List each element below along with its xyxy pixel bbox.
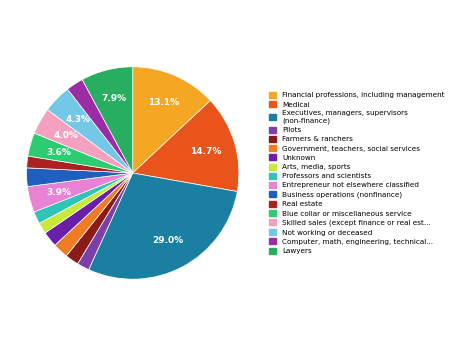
Wedge shape [28, 133, 133, 173]
Text: 4.0%: 4.0% [54, 131, 79, 140]
Wedge shape [66, 173, 133, 264]
Wedge shape [68, 80, 133, 173]
Legend: Financial professions, including management, Medical, Executives, managers, supe: Financial professions, including managem… [269, 92, 445, 254]
Wedge shape [45, 173, 133, 245]
Wedge shape [78, 173, 133, 270]
Text: 4.3%: 4.3% [65, 115, 91, 124]
Wedge shape [47, 89, 133, 173]
Text: 7.9%: 7.9% [101, 94, 127, 103]
Wedge shape [39, 173, 133, 233]
Wedge shape [133, 101, 239, 192]
Text: 3.6%: 3.6% [46, 148, 72, 157]
Text: 29.0%: 29.0% [153, 236, 184, 245]
Text: 14.7%: 14.7% [191, 147, 222, 156]
Wedge shape [27, 156, 133, 173]
Wedge shape [34, 173, 133, 224]
Wedge shape [89, 173, 237, 279]
Wedge shape [133, 67, 210, 173]
Wedge shape [55, 173, 133, 256]
Text: 3.9%: 3.9% [46, 188, 71, 197]
Wedge shape [27, 173, 133, 212]
Wedge shape [82, 67, 133, 173]
Wedge shape [34, 110, 133, 173]
Wedge shape [27, 168, 133, 186]
Text: 13.1%: 13.1% [147, 98, 179, 107]
